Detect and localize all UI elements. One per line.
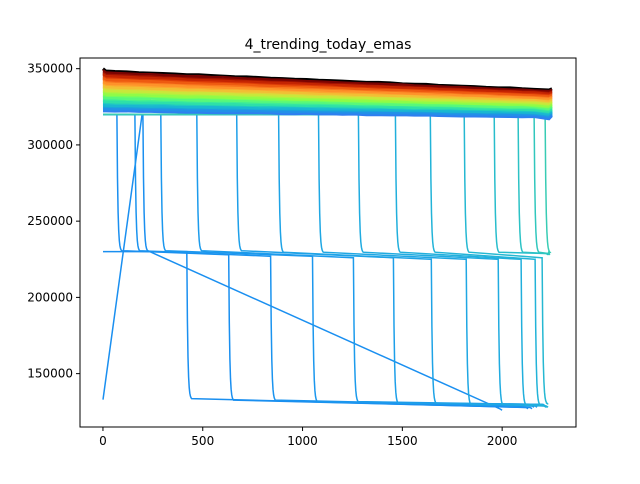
ema-band-line (102, 105, 553, 117)
y-tick-label: 250000 (27, 214, 73, 228)
y-tick-label: 350000 (27, 62, 73, 76)
y-tick-label: 150000 (27, 367, 73, 381)
y-tick-label: 200000 (27, 290, 73, 304)
step-series-line (103, 113, 549, 408)
x-tick-label: 0 (99, 434, 107, 448)
step-series-line (103, 113, 546, 407)
step-series-line (103, 113, 541, 407)
x-axis-ticks: 0 500 1000 1500 2000 (99, 427, 517, 448)
x-tick-label: 500 (191, 434, 214, 448)
x-tick-label: 1500 (387, 434, 418, 448)
x-tick-label: 1000 (287, 434, 318, 448)
plot-frame (79, 57, 577, 428)
plot-lines (102, 67, 553, 411)
step-series-line (103, 113, 547, 408)
step-series-line (103, 113, 548, 408)
chart-title: 4_trending_today_emas (245, 37, 412, 53)
step-series-line (103, 113, 549, 405)
y-axis-ticks: 150000 200000 250000 300000 350000 (27, 62, 80, 381)
step-series-line (103, 113, 545, 407)
x-tick-label: 2000 (487, 434, 518, 448)
y-tick-label: 300000 (27, 138, 73, 152)
ema-band-line (103, 110, 553, 121)
step-series-line (103, 113, 535, 408)
